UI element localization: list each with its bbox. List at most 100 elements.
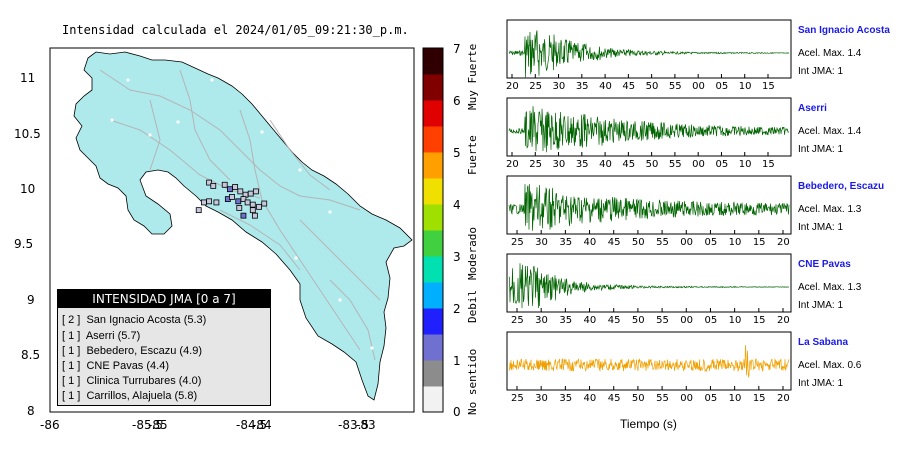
colorbar-segment	[423, 308, 443, 335]
town-dot	[176, 120, 180, 124]
map-xtick: -84.5	[236, 418, 268, 432]
station-name: La Sabana	[798, 337, 849, 348]
waveform-tick-label: 05	[704, 237, 718, 248]
waveform-tick-label: 20	[506, 159, 519, 170]
intensity-marker	[236, 205, 243, 211]
waveform-frame	[506, 253, 792, 313]
intensity-marker	[232, 184, 239, 190]
waveform-tick-label: 10	[738, 81, 752, 92]
colorbar-tick: 1	[453, 354, 461, 368]
town-dot	[260, 130, 264, 134]
colorbar-segment	[423, 178, 443, 205]
intensity-marker	[206, 198, 213, 205]
colorbar-segment	[423, 334, 443, 361]
road	[219, 209, 301, 271]
waveform-tick-label: 35	[575, 159, 589, 170]
colorbar-tick: 2	[453, 302, 461, 316]
intensity-marker	[249, 207, 256, 214]
colorbar-tick: 6	[453, 94, 461, 108]
colorbar-segment	[423, 282, 443, 309]
waveform-tick-label: 35	[559, 237, 573, 248]
legend-item: [ 1 ] Clinica Turrubares (4.0)	[62, 375, 202, 387]
intensity-marker	[240, 196, 247, 203]
road	[99, 69, 361, 211]
colorbar-label-moderado: Moderado	[466, 227, 479, 280]
waveform-tick-label: 25	[511, 315, 524, 326]
waveform-tick-label: 40	[599, 81, 612, 92]
colorbar-tick: 7	[453, 42, 461, 56]
waveform-tick-label: 25	[511, 393, 524, 404]
intensity-marker	[240, 212, 247, 219]
waveform-tick-label: 10	[738, 159, 752, 170]
colorbar-label-no-sentido: No sentido	[466, 348, 479, 415]
colorbar-segment	[423, 152, 443, 179]
waveform-tick-label: 10	[728, 393, 742, 404]
waveform-tick-label: 05	[704, 393, 718, 404]
waveform-tick-label: 40	[583, 315, 597, 326]
town-dot	[110, 118, 114, 122]
intensity-marker	[251, 212, 258, 219]
waveform-tick-label: 55	[656, 393, 669, 404]
waveform-tick-label: 00	[692, 159, 705, 170]
map-ytick: 10.5	[14, 127, 41, 141]
waveform-tick-label: 20	[777, 393, 790, 404]
waveform-tick-label: 20	[777, 315, 790, 326]
map-xtick: -85	[148, 418, 168, 432]
waveform-tick-label: 30	[535, 393, 548, 404]
waveform-tick-label: 00	[680, 393, 693, 404]
station-name: San Ignacio Acosta	[798, 25, 890, 36]
waveform-tick-label: 50	[631, 237, 645, 248]
waveform-tick-label: 35	[559, 393, 573, 404]
legend-box	[57, 289, 271, 406]
colorbar-segment	[423, 386, 443, 413]
station-name: Aserri	[798, 103, 827, 114]
waveform-tick-label: 00	[692, 81, 705, 92]
colorbar-label-fuerte: Fuerte	[466, 135, 479, 175]
waveform-tick-label: 05	[715, 159, 729, 170]
road-network	[99, 69, 381, 361]
waveform-tick-label: 00	[680, 237, 693, 248]
waveform-tick-label: 15	[752, 315, 766, 326]
waveform-tick-label: 40	[583, 393, 597, 404]
intensity-marker	[210, 182, 217, 189]
colorbar-segment	[423, 204, 443, 231]
waveform-tick-label: 30	[552, 81, 566, 92]
waveform-trace	[508, 30, 790, 78]
legend-item: [ 1 ] Bebedero, Escazu (4.9)	[62, 345, 203, 357]
intensity-marker	[261, 200, 268, 207]
town-dot	[294, 256, 298, 260]
intensity-marker	[221, 181, 228, 188]
waveform-tick-label: 20	[777, 237, 790, 248]
intensity-marker	[195, 207, 202, 214]
road	[299, 219, 381, 301]
waveform-tick-label: 30	[552, 159, 566, 170]
map-title: Intensidad calculada el 2024/01/05_09:21…	[62, 23, 409, 37]
waveform-tick-label: 35	[559, 315, 573, 326]
station-name: Bebedero, Escazu	[798, 181, 885, 192]
legend-header: INTENSIDAD JMA [0 a 7]	[58, 290, 270, 308]
town-dot	[298, 168, 302, 172]
map-xtick: -85.5	[132, 418, 164, 432]
waveform-tick-label: 00	[680, 315, 693, 326]
map-xtick: -83.5	[338, 418, 370, 432]
station-accel: Acel. Max. 1.4	[798, 126, 862, 137]
colorbar-tick: 5	[453, 146, 461, 160]
map-xtick: -86	[40, 418, 60, 432]
waveform-tick-label: 05	[704, 315, 718, 326]
waveform-tick-label: 45	[622, 81, 636, 92]
intensity-marker	[227, 186, 233, 193]
road	[329, 279, 376, 361]
waveform-tick-label: 10	[728, 315, 742, 326]
waveform-tick-label: 20	[506, 81, 519, 92]
road	[149, 99, 161, 171]
waveform-tick-label: 15	[762, 159, 775, 170]
road	[179, 69, 231, 181]
map-xtick: -84	[252, 418, 272, 432]
waveform-trace	[508, 344, 790, 378]
colorbar-segment	[423, 256, 443, 283]
colorbar-segment	[423, 74, 443, 101]
waveform-tick-label: 45	[622, 159, 636, 170]
time-axis-label: Tiempo (s)	[620, 417, 677, 431]
colorbar-label-muy-fuerte: Muy Fuerte	[466, 43, 479, 110]
colorbar-segment	[423, 100, 443, 127]
